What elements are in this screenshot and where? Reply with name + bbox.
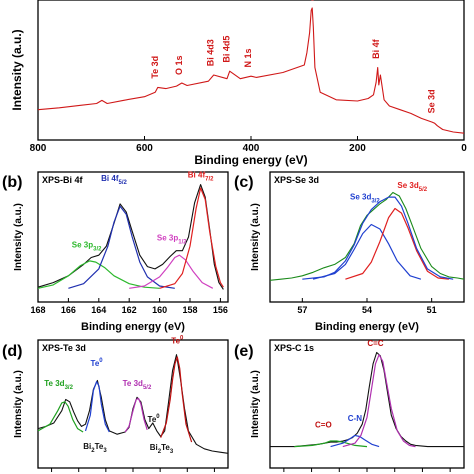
series-line-raw [269,191,465,281]
panel-label: (c) [234,174,254,191]
x-tick-label: 57 [297,305,307,315]
series-line-se-3d3-2 [312,223,422,280]
peak-label: Bi 4d3 [206,39,216,66]
peak-label: Te 3d5/2 [123,379,152,391]
peak-label: N 1s [243,49,253,68]
peak-label: Te0 [91,358,104,368]
series-line-se-3p1-2 [129,254,214,289]
x-tick-label: 156 [213,305,228,315]
panel-label: (d) [2,343,22,360]
series-line-c-n [330,434,380,448]
panel-title: XPS-C 1s [274,343,314,353]
panel-title: XPS-Se 3d [274,175,319,185]
y-axis-label: Intensity (a.u.) [13,203,24,271]
x-tick-label: 164 [91,305,106,315]
y-axis-label: Intensity (a.u.) [250,203,261,271]
x-tick-label: 168 [30,305,45,315]
peak-label: Bi 4d5 [222,36,232,63]
panel-4: Intensity (a.u.) (d) XPS-Te 3d Te 3d3/2 Te0 T… [2,336,229,472]
peak-label: C=C [367,339,383,348]
plot-frame [37,171,229,303]
peak-label: Te 3d3/2 [44,379,73,391]
panel-label: (e) [234,343,254,360]
y-axis-label: Intensity (a.u.) [13,370,24,438]
peak-label: Se 3p1/2 [157,233,187,245]
x-tick-label: 51 [427,305,437,315]
series-line-bi-4f5-2 [68,205,175,289]
series-line-c-o [294,440,368,448]
x-tick-label: 158 [182,305,197,315]
series-line-se-3d5-2 [345,207,449,280]
panel-label: (b) [2,174,22,191]
x-axis-label: Binding energy (eV) [81,321,185,333]
x-tick-label: 160 [152,305,167,315]
x-axis-label: Binding energy (eV) [315,321,419,333]
peak-label: Bi 4f [371,38,381,59]
panel-title: XPS-Bi 4f [42,175,84,185]
panel-5: Intensity (a.u.) (e) XPS-C 1s C=C C-N C=O [234,339,465,472]
peak-label: Bi2Te3 [150,443,174,455]
series-line-te0 [160,356,193,443]
peak-label: Bi2Te3 [83,442,107,454]
peak-label: Se 3d [427,89,437,113]
peak-label: Te0 [148,414,161,424]
peak-label: Se 3d5/2 [397,181,427,193]
x-tick-label: 166 [61,305,76,315]
series-line-te0 [84,381,110,433]
panel-title: XPS-Te 3d [42,343,86,353]
x-tick-label: 600 [136,143,153,154]
peak-label: C=O [315,421,332,430]
x-axis-label: Binding energy (eV) [194,153,307,167]
series-line-bi-4f7-2 [159,187,224,289]
peak-label: Bi 4f5/2 [101,174,127,186]
peak-label: C [309,0,316,3]
series-line-raw [37,184,224,290]
series-line-te-3d3-2 [37,401,84,433]
x-tick-label: 200 [349,143,366,154]
y-axis-label: Intensity (a.u.) [10,29,24,110]
series-line-se-3p3-2 [37,260,160,289]
x-tick-label: 162 [122,305,137,315]
peak-label: O 1s [174,55,184,75]
peak-label: C-N [348,414,362,423]
x-tick-label: 54 [362,305,372,315]
panel-2: 168 166 164 162 160 158 156 Binding energy (eV)… [2,171,229,333]
series-line-envelope [302,196,454,280]
series-line-c-c [342,354,416,448]
panel-3: 57 54 51 Binding energy (eV) Intensity (a.u.… [234,171,465,333]
panel-1: 800 600 400 200 0 Binding energy (eV) Intensit… [10,0,467,167]
peak-label: Bi 4f7/2 [188,171,214,183]
peak-label: Se 3d3/2 [350,192,380,204]
x-tick-label: 800 [30,143,47,154]
y-axis-label: Intensity (a.u.) [250,370,261,438]
series-line-te-3d5-2 [124,397,148,433]
x-tick-label: 0 [461,143,467,154]
peak-label: Te0 [171,336,184,346]
series-line-data [37,7,465,134]
peak-label: Te 3d [150,56,160,79]
peak-label: Se 3p3/2 [72,240,102,252]
x-tick-label: 400 [243,143,260,154]
